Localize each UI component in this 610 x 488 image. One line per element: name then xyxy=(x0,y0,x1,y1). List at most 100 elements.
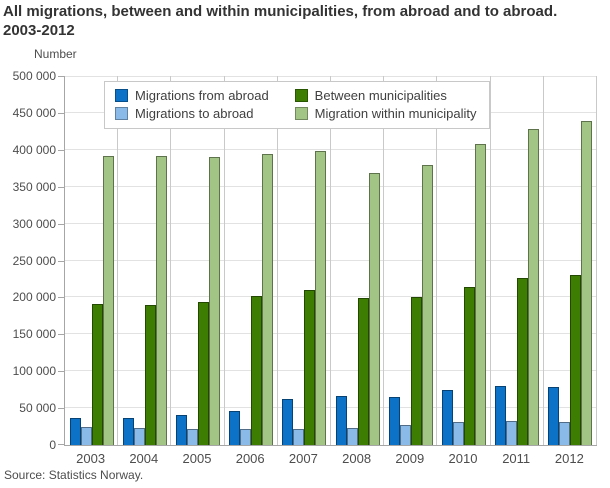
bar xyxy=(368,173,380,445)
bar-group xyxy=(171,157,224,445)
bar xyxy=(474,144,486,445)
gridline-vertical xyxy=(170,76,171,445)
legend-swatch xyxy=(294,107,308,120)
legend-label: Migrations from abroad xyxy=(135,88,269,103)
bar xyxy=(155,156,167,445)
bar-group xyxy=(384,165,437,445)
legend: Migrations from abroad Migrations to abro… xyxy=(104,81,490,129)
bar-group xyxy=(491,129,544,445)
bar xyxy=(251,296,263,445)
y-axis-tick-label: 250 000 xyxy=(12,254,56,268)
legend-item: Migrations to abroad xyxy=(115,106,269,121)
gridline-vertical xyxy=(543,76,544,445)
bar-group xyxy=(118,156,171,445)
gridline-horizontal xyxy=(65,186,597,187)
bar xyxy=(133,428,145,445)
bar xyxy=(357,298,369,445)
gridline-horizontal xyxy=(65,333,597,334)
y-axis-tick xyxy=(58,261,65,262)
gridline-horizontal xyxy=(65,407,597,408)
bar xyxy=(570,275,582,445)
bar-group xyxy=(278,151,331,445)
y-axis-tick-label: 50 000 xyxy=(19,401,56,415)
bar xyxy=(441,390,453,445)
gridline-horizontal xyxy=(65,223,597,224)
bar-group xyxy=(544,121,597,445)
chart-title-line1: All migrations, between and within munic… xyxy=(3,3,558,20)
gridline-horizontal xyxy=(65,296,597,297)
bar xyxy=(410,297,422,445)
y-axis-unit-label: Number xyxy=(34,47,77,61)
y-axis-tick xyxy=(58,297,65,298)
y-axis-labels: 0 50 000 100 000 150 000 200 000 250 000 300 0… xyxy=(0,69,56,452)
bar xyxy=(452,422,464,445)
gridline-vertical xyxy=(224,76,225,445)
y-axis-tick-label: 450 000 xyxy=(12,106,56,120)
gridline-vertical xyxy=(383,76,384,445)
bar xyxy=(388,397,400,445)
bar xyxy=(335,396,347,445)
bar xyxy=(144,305,156,445)
bar-group xyxy=(331,173,384,445)
gridline-vertical xyxy=(117,76,118,445)
bar-group xyxy=(65,156,118,445)
legend-label: Migrations to abroad xyxy=(135,106,254,121)
y-axis-tick xyxy=(58,334,65,335)
gridline-vertical xyxy=(436,76,437,445)
x-axis-tick-label: 2007 xyxy=(288,451,318,466)
bar xyxy=(581,121,593,445)
bar xyxy=(517,278,529,445)
legend-item: Between municipalities xyxy=(294,88,477,103)
gridline-vertical xyxy=(330,76,331,445)
x-axis-tick-label: 2008 xyxy=(342,451,372,466)
legend-label: Migration within municipality xyxy=(314,106,477,121)
chart-title-line2: 2003-2012 xyxy=(3,22,75,39)
y-axis-tick xyxy=(58,371,65,372)
bar xyxy=(506,421,518,445)
bar xyxy=(91,304,103,445)
y-axis-tick-label: 100 000 xyxy=(12,364,56,378)
bar xyxy=(346,428,358,445)
gridline-horizontal xyxy=(65,149,597,150)
x-axis-tick-label: 2009 xyxy=(395,451,425,466)
bar xyxy=(495,386,507,445)
source-note: Source: Statistics Norway. xyxy=(4,468,144,482)
y-axis-tick xyxy=(58,224,65,225)
y-axis-tick xyxy=(58,408,65,409)
x-axis-tick-label: 2010 xyxy=(448,451,478,466)
x-axis-tick-label: 2006 xyxy=(235,451,265,466)
y-axis-tick-label: 400 000 xyxy=(12,143,56,157)
bar xyxy=(197,302,209,445)
x-axis-tick-label: 2004 xyxy=(129,451,159,466)
legend-swatch xyxy=(115,89,128,102)
x-axis-tick-label: 2011 xyxy=(502,451,531,466)
legend-swatch xyxy=(115,107,128,120)
bar xyxy=(102,156,114,445)
gridline-horizontal xyxy=(65,76,597,77)
x-axis-labels: 2003 2004 2005 2006 2007 2008 2009 2010 2011 2012 xyxy=(64,451,596,469)
bar xyxy=(559,422,571,445)
y-axis-tick-label: 200 000 xyxy=(12,290,56,304)
bar xyxy=(240,429,252,445)
legend-swatch xyxy=(294,89,308,102)
y-axis-tick xyxy=(58,444,65,445)
bar xyxy=(262,154,274,445)
bar xyxy=(528,129,540,445)
bar xyxy=(399,425,411,445)
bar xyxy=(304,290,316,445)
y-axis-tick xyxy=(58,187,65,188)
bar-group xyxy=(437,144,490,445)
y-axis-tick-label: 500 000 xyxy=(12,69,56,83)
x-axis-tick-label: 2005 xyxy=(182,451,212,466)
legend-item: Migration within municipality xyxy=(294,106,477,121)
chart-title: All migrations, between and within munic… xyxy=(3,2,607,40)
plot-area xyxy=(58,76,597,446)
y-axis-tick-label: 0 xyxy=(49,438,56,452)
bar-group xyxy=(225,154,278,445)
legend-label: Between municipalities xyxy=(314,88,447,103)
bar xyxy=(175,415,187,445)
bar xyxy=(421,165,433,445)
x-axis-tick-label: 2003 xyxy=(76,451,106,466)
gridline-horizontal xyxy=(65,370,597,371)
gridline-horizontal xyxy=(65,260,597,261)
